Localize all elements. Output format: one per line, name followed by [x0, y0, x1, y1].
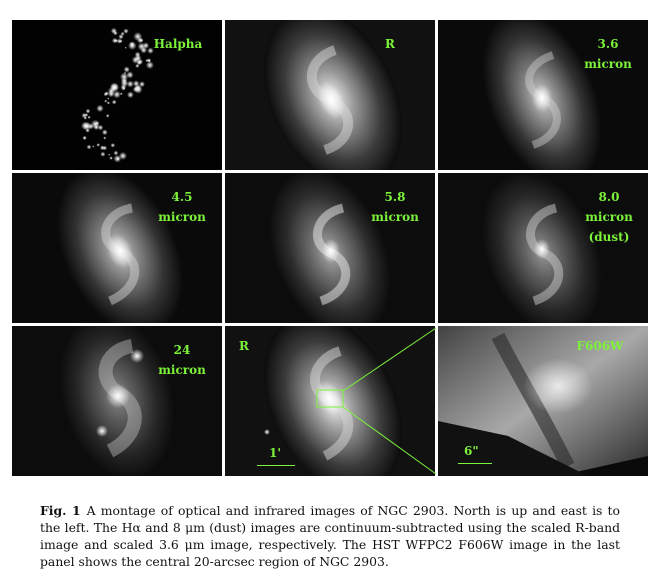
panel-label-halpha: Halpha	[153, 37, 203, 51]
irac-5-8-image	[225, 173, 435, 323]
panel-5-8-micron: 5.8 micron	[225, 173, 435, 323]
halpha-knot	[147, 47, 154, 54]
halpha-knot	[127, 91, 134, 99]
scale-bar-1-arcmin	[257, 465, 295, 466]
halpha-knot	[92, 145, 95, 148]
halpha-knot	[110, 143, 116, 148]
halpha-knot	[123, 71, 127, 75]
halpha-knot	[120, 31, 125, 36]
panel-r-zoom: R 1'	[225, 326, 435, 476]
panel-24-micron: 24 micron	[12, 326, 222, 476]
halpha-knot	[139, 81, 145, 88]
halpha-knot	[103, 136, 107, 140]
halpha-knot	[111, 99, 117, 105]
figure-montage: Halpha R 3.6 micron	[12, 20, 648, 476]
halpha-knot	[96, 143, 100, 147]
halpha-knot	[126, 80, 134, 88]
panel-label-r-zoom: R	[239, 339, 249, 353]
halpha-knot	[113, 150, 119, 156]
halpha-knot	[83, 116, 88, 120]
halpha-knot	[129, 41, 135, 47]
halpha-knot	[139, 38, 144, 43]
figure-number: Fig. 1	[40, 503, 81, 518]
halpha-knot	[123, 28, 129, 34]
halpha-knot	[82, 135, 87, 141]
halpha-knot	[104, 99, 108, 103]
halpha-knot	[126, 71, 134, 79]
panel-label-24-micron: 24 micron	[158, 343, 206, 377]
halpha-knot	[119, 39, 123, 43]
irac-8-0-image	[438, 173, 648, 323]
halpha-knot	[133, 32, 143, 41]
halpha-knot	[124, 46, 127, 49]
panel-4-5-micron: 4.5 micron	[12, 173, 222, 323]
caption-text: A montage of optical and infrared images…	[40, 503, 620, 569]
halpha-knot	[87, 115, 91, 119]
panel-label-3-6-micron: 3.6 micron	[584, 37, 632, 71]
panel-hst-f606w: F606W 6"	[438, 326, 648, 476]
halpha-knot	[86, 144, 92, 150]
panel-label-4-5-micron: 4.5 micron	[158, 190, 206, 224]
halpha-knot	[109, 82, 119, 92]
halpha-knot	[110, 27, 117, 34]
halpha-knot	[137, 57, 140, 61]
halpha-knot	[100, 151, 106, 157]
halpha-knot	[102, 145, 108, 151]
mips-24-image	[12, 326, 222, 476]
halpha-knot	[135, 63, 140, 68]
halpha-knot	[108, 90, 115, 98]
panel-label-5-8-micron: 5.8 micron	[371, 190, 419, 224]
halpha-knot	[145, 61, 154, 70]
halpha-knot	[109, 156, 113, 160]
halpha-knot	[120, 84, 127, 90]
halpha-knot	[85, 108, 91, 114]
irac-4-5-image	[12, 173, 222, 323]
scale-bar-6-arcsec	[458, 463, 492, 464]
panel-r: R	[225, 20, 435, 170]
scale-label-6-arcsec: 6"	[464, 444, 479, 458]
halpha-knot	[101, 129, 108, 136]
r-band-image	[225, 20, 435, 170]
hst-f606w-image	[438, 326, 648, 476]
halpha-knot	[106, 101, 110, 105]
halpha-knot	[105, 114, 110, 118]
panel-8-0-micron: 8.0 micron (dust)	[438, 173, 648, 323]
halpha-knot	[146, 58, 152, 63]
panel-label-f606w: F606W	[576, 339, 624, 353]
halpha-knot	[137, 42, 146, 51]
halpha-knot	[108, 153, 111, 156]
halpha-knot	[84, 113, 89, 117]
halpha-knot	[120, 77, 128, 84]
halpha-knot	[90, 119, 100, 129]
halpha-knot	[107, 97, 110, 100]
panel-halpha: Halpha	[12, 20, 222, 170]
halpha-knot	[104, 91, 110, 96]
halpha-knot	[96, 104, 104, 113]
irac-3-6-image	[438, 20, 648, 170]
halpha-image	[12, 20, 222, 170]
scale-label-1-arcmin: 1'	[269, 446, 282, 460]
panel-3-6-micron: 3.6 micron	[438, 20, 648, 170]
r-band-zoom-image	[225, 326, 435, 476]
panel-label-r: R	[385, 37, 395, 51]
panel-label-8-0-micron: 8.0 micron (dust)	[585, 190, 633, 244]
halpha-knot	[116, 157, 120, 161]
halpha-knot	[123, 66, 130, 73]
